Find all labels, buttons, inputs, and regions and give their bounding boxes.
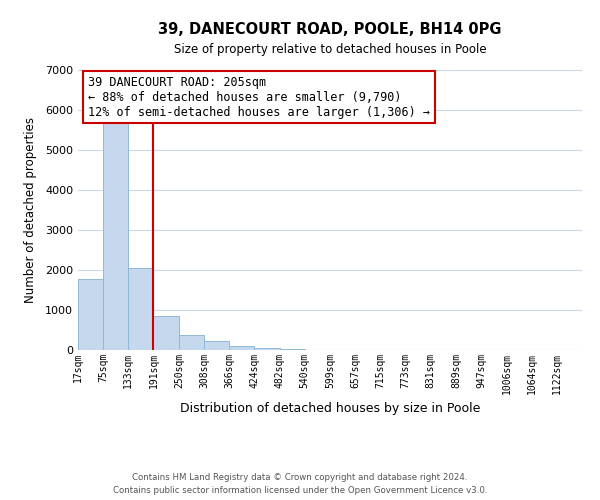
X-axis label: Distribution of detached houses by size in Poole: Distribution of detached houses by size … bbox=[180, 402, 480, 415]
Text: Contains HM Land Registry data © Crown copyright and database right 2024.: Contains HM Land Registry data © Crown c… bbox=[132, 474, 468, 482]
Text: 39, DANECOURT ROAD, POOLE, BH14 0PG: 39, DANECOURT ROAD, POOLE, BH14 0PG bbox=[158, 22, 502, 38]
Bar bbox=[179, 335, 204, 350]
Bar bbox=[154, 316, 179, 350]
Text: 39 DANECOURT ROAD: 205sqm
← 88% of detached houses are smaller (9,790)
12% of se: 39 DANECOURT ROAD: 205sqm ← 88% of detac… bbox=[88, 76, 430, 118]
Bar bbox=[254, 348, 280, 350]
Bar bbox=[204, 341, 229, 350]
Bar bbox=[103, 120, 128, 350]
Text: Size of property relative to detached houses in Poole: Size of property relative to detached ho… bbox=[173, 42, 487, 56]
Bar bbox=[229, 346, 254, 350]
Bar bbox=[280, 349, 305, 350]
Y-axis label: Number of detached properties: Number of detached properties bbox=[23, 117, 37, 303]
Bar bbox=[128, 268, 154, 350]
Bar bbox=[78, 279, 103, 350]
Text: Contains public sector information licensed under the Open Government Licence v3: Contains public sector information licen… bbox=[113, 486, 487, 495]
